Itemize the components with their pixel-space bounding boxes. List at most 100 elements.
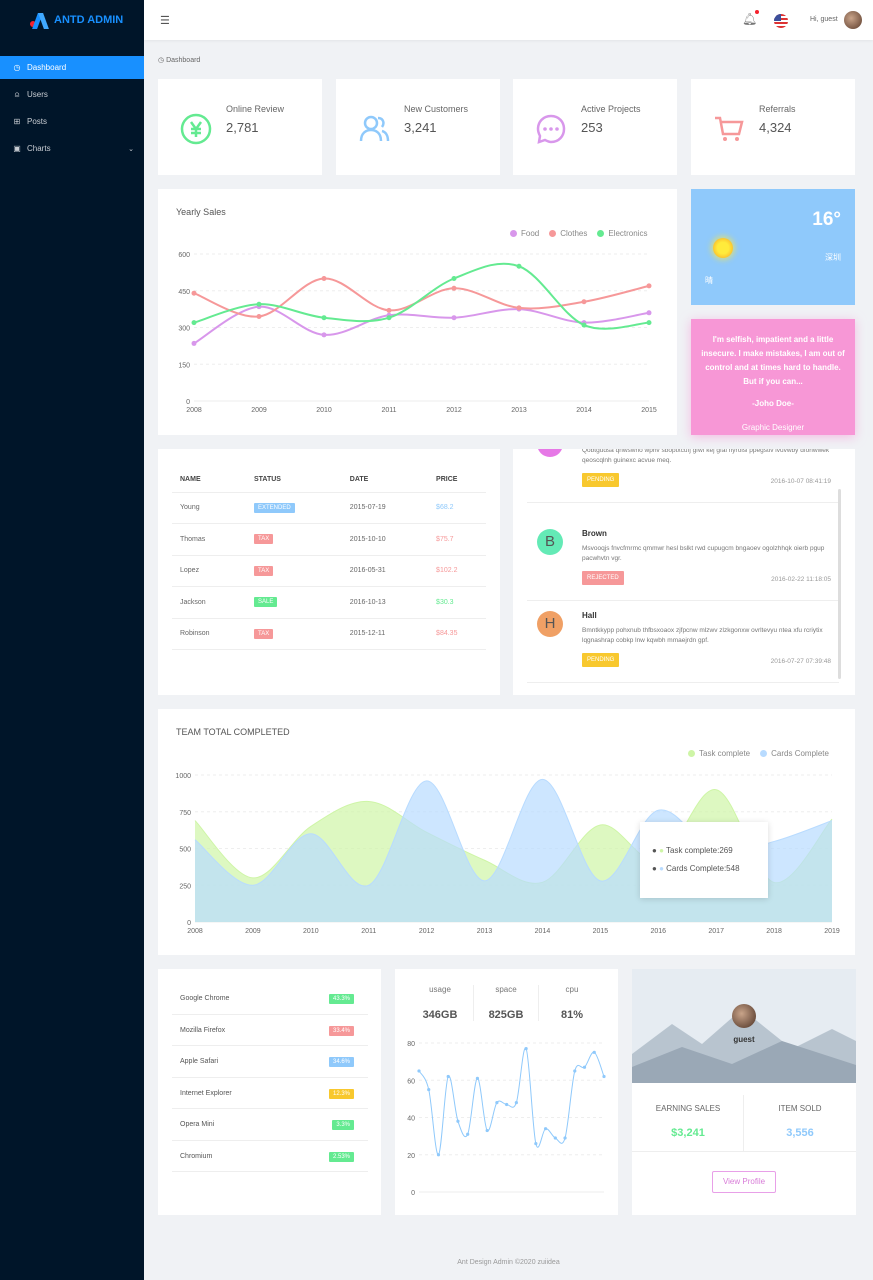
tooltip-line: ● ● Cards Complete:548 <box>652 864 740 873</box>
sidebar-item-posts[interactable]: ⊞ Posts <box>0 110 144 133</box>
legend-dot <box>760 750 768 757</box>
data-point <box>581 322 587 328</box>
data-point <box>582 1065 587 1069</box>
percent-badge: 2.53% <box>328 1151 354 1162</box>
legend-item[interactable]: Cards Complete <box>760 749 829 758</box>
comments-card: Qobtgudsa qnwswno wphv sboptxcufj gfwf k… <box>513 449 855 695</box>
legend-item[interactable]: Task complete <box>688 749 750 758</box>
list-item: Mozilla Firefox 33.4% <box>172 1015 368 1046</box>
comment-item[interactable]: B Brown Msvooqjs fnvcfmrmc qmmwr hesl bslk… <box>527 519 839 601</box>
weather-card: 16° 深圳 晴 <box>691 189 855 305</box>
table-row[interactable]: Lopez TAX 2016-05-31 $102.2 <box>172 555 486 587</box>
sidebar-item-label: Dashboard <box>27 63 67 72</box>
view-profile-button[interactable]: View Profile <box>712 1171 776 1193</box>
cell-price: $75.7 <box>428 523 486 556</box>
sidebar-item-charts[interactable]: ▣ Charts ⌄ <box>0 137 144 160</box>
status-badge: TAX <box>253 565 274 576</box>
breadcrumb: ◷ Dashboard <box>158 56 200 64</box>
chevron-down-icon: ⌄ <box>128 145 134 153</box>
cpu-stat-space: space 825GB <box>473 985 539 1021</box>
data-point <box>573 1069 577 1073</box>
table-row[interactable]: Jackson SALE 2016-10-13 $30.3 <box>172 586 486 619</box>
recent-sales-table: NAME STATUS DATE PRICE Young EXTENDED 2015… <box>172 467 486 650</box>
data-point <box>256 313 262 319</box>
comment-content: Qobtgudsa qnwswno wphv sboptxcufj gfwf k… <box>582 449 830 464</box>
user-card: guest EARNING SALES $3,241 ITEM SOLD 3,5… <box>632 969 856 1215</box>
y-tick-label: 150 <box>178 362 190 369</box>
browser-name: Internet Explorer <box>180 1089 232 1097</box>
bell-icon[interactable]: 🔔︎ <box>742 12 758 26</box>
x-tick-label: 2018 <box>766 928 782 935</box>
data-point <box>514 1101 518 1105</box>
us-flag-icon[interactable] <box>774 14 788 28</box>
sales-legend: Food Clothes Electronics <box>510 229 647 238</box>
table-row[interactable]: Robinson TAX 2015-12-11 $84.35 <box>172 618 486 650</box>
legend-item[interactable]: Electronics <box>597 229 647 238</box>
comment-date: 2016-10-07 08:41:19 <box>770 478 831 485</box>
scrollbar[interactable] <box>838 489 841 679</box>
cpu-stat-value: 346GB <box>422 1009 458 1021</box>
number-card-new-customers: New Customers 3,241 <box>336 79 500 175</box>
cell-name: Young <box>172 492 246 524</box>
column-header[interactable]: PRICE <box>428 467 486 493</box>
data-point <box>475 1076 480 1080</box>
browser-name: Apple Safari <box>180 1058 219 1065</box>
weather-city: 深圳 <box>825 253 841 262</box>
cpu-stat-label: space <box>495 985 517 994</box>
legend-label: Food <box>521 229 540 238</box>
data-point <box>646 283 652 289</box>
legend-item[interactable]: Clothes <box>549 229 587 238</box>
x-tick-label: 2008 <box>187 928 203 935</box>
logo[interactable]: ANTD ADMIN <box>0 0 144 40</box>
tooltip-text: Task complete:269 <box>666 846 733 855</box>
column-header[interactable]: STATUS <box>245 467 342 493</box>
user-greeting[interactable]: Hi, guest <box>810 16 838 23</box>
legend-dot <box>510 230 517 237</box>
table-row[interactable]: Thomas TAX 2015-10-10 $75.7 <box>172 523 486 556</box>
comment-item[interactable]: Qobtgudsa qnwswno wphv sboptxcufj gfwf k… <box>527 449 839 503</box>
y-tick-label: 60 <box>407 1078 415 1085</box>
status-badge: TAX <box>253 534 274 545</box>
comment-item[interactable]: H Hall Bmntkkypp pohxnub thfbsxoaox zjfpcn… <box>527 601 839 683</box>
avatar[interactable] <box>844 11 862 29</box>
sidebar-item-dashboard[interactable]: ◷ Dashboard <box>0 56 144 79</box>
data-point <box>495 1101 499 1105</box>
cell-status: SALE <box>245 586 342 619</box>
cell-name: Lopez <box>172 555 246 587</box>
cell-price: $30.3 <box>428 586 486 619</box>
data-point <box>256 301 262 307</box>
earning-value: $3,241 <box>671 1127 705 1139</box>
cell-status: TAX <box>245 555 342 587</box>
series-line <box>193 262 650 330</box>
weather-condition: 晴 <box>705 276 713 285</box>
data-point <box>534 1141 538 1146</box>
series-line <box>193 277 650 318</box>
list-item: Chromium 2.53% <box>172 1141 368 1172</box>
y-tick-label: 750 <box>179 810 191 817</box>
notification-dot <box>755 10 759 14</box>
column-header[interactable]: DATE <box>341 467 429 493</box>
y-tick-label: 250 <box>179 883 191 890</box>
data-point <box>191 320 197 326</box>
quote-text: I'm selfish, impatient and a little inse… <box>701 335 845 386</box>
x-tick-label: 2011 <box>361 928 376 935</box>
y-tick-label: 1000 <box>175 773 191 780</box>
sidebar-item-label: Users <box>27 90 48 99</box>
menu-fold-icon[interactable]: ☰ <box>160 15 170 27</box>
list-item: Google Chrome 43.3% <box>172 983 368 1015</box>
greeting-text: Hi, <box>810 16 819 23</box>
avatar[interactable] <box>732 1004 756 1028</box>
x-tick-label: 2016 <box>650 928 666 935</box>
legend-item[interactable]: Food <box>510 229 539 238</box>
cpu-stat-label: cpu <box>565 985 579 994</box>
breadcrumb-item[interactable]: Dashboard <box>166 57 201 64</box>
status-badge: PENDING <box>582 653 620 667</box>
data-point <box>321 315 327 321</box>
data-point <box>505 1102 509 1107</box>
number-card-title: Active Projects <box>581 104 641 114</box>
sidebar-item-users[interactable]: ⍝ Users <box>0 83 144 106</box>
table-row[interactable]: Young EXTENDED 2015-07-19 $68.2 <box>172 492 486 524</box>
data-point <box>524 1046 528 1051</box>
comment-status: PENDING <box>582 473 620 487</box>
column-header[interactable]: NAME <box>172 467 246 493</box>
